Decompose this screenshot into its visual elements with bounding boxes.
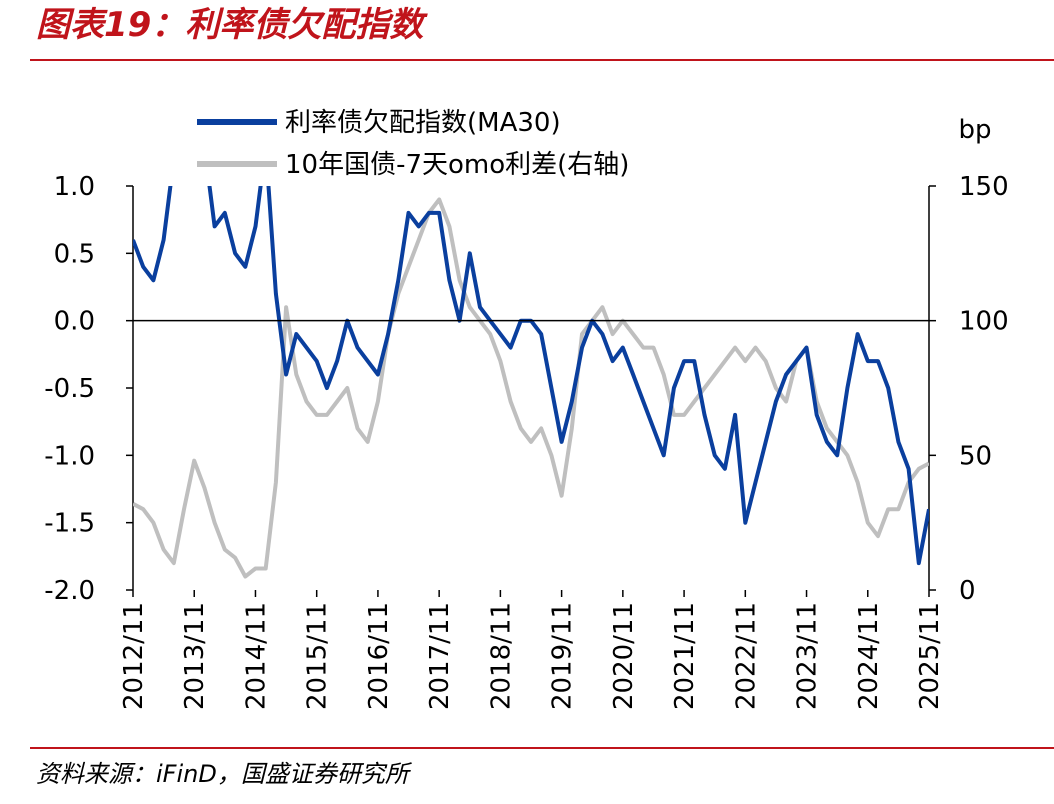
y2-tick-label: 150 [959, 172, 1009, 202]
y-tick-label: -2.0 [44, 576, 95, 606]
y-tick-label: -1.5 [44, 509, 95, 539]
x-tick-label: 2021/11 [670, 602, 700, 710]
plot-area [133, 186, 929, 579]
x-tick-label: 2017/11 [425, 602, 455, 710]
y-tick-label: -1.0 [44, 441, 95, 471]
x-tick-label: 2015/11 [303, 602, 333, 710]
x-tick-label: 2013/11 [180, 602, 210, 710]
legend-label: 利率债欠配指数(MA30) [285, 108, 561, 138]
y-tick-label: -0.5 [44, 374, 95, 404]
y-tick-label: 1.0 [54, 172, 95, 202]
y-tick-label: 0.0 [54, 307, 95, 337]
x-tick-label: 2022/11 [731, 602, 761, 710]
x-tick-label: 2018/11 [486, 602, 516, 710]
y2-tick-label: 0 [959, 576, 976, 606]
y2-axis-label: bp [958, 115, 991, 145]
legend-label: 10年国债-7天omo利差(右轴) [285, 150, 629, 180]
x-tick-label: 2023/11 [793, 602, 823, 710]
x-tick-label: 2025/11 [915, 602, 945, 710]
y-tick-label: 0.5 [54, 239, 95, 269]
y2-tick-label: 100 [959, 307, 1009, 337]
y2-tick-label: 50 [959, 441, 992, 471]
x-tick-label: 2019/11 [548, 602, 578, 710]
source-note: 资料来源：iFinD，国盛证券研究所 [36, 760, 413, 788]
x-tick-label: 2020/11 [609, 602, 639, 710]
x-tick-label: 2014/11 [241, 602, 271, 710]
series-line [133, 197, 929, 579]
series-line [133, 186, 929, 566]
chart-title: 图表19：利率债欠配指数 [36, 5, 428, 45]
x-tick-label: 2024/11 [854, 602, 884, 710]
x-tick-label: 2012/11 [119, 602, 149, 710]
x-tick-label: 2016/11 [364, 602, 394, 710]
